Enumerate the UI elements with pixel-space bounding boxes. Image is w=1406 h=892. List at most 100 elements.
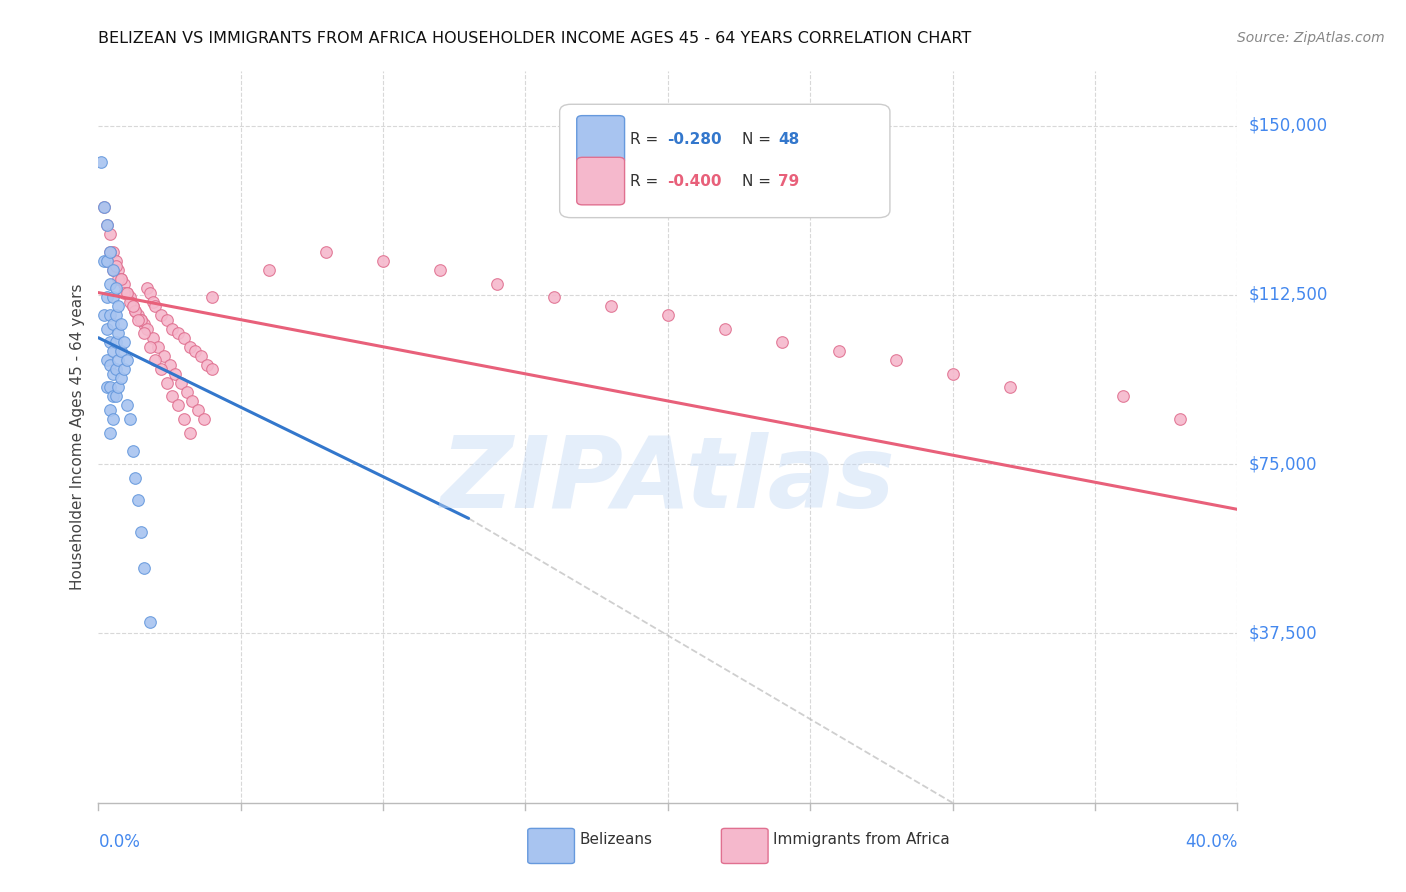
Point [127,312,149,326]
Point [135,281,157,295]
Point [129,312,152,326]
Point [195,358,218,372]
Point [193,412,215,426]
Point [942,367,965,381]
Point [118,294,141,309]
Point [110,371,132,385]
Text: 48: 48 [779,132,800,147]
Point [93,200,115,214]
Text: R =: R = [630,174,664,188]
Point [373,254,395,268]
Point [156,376,179,390]
Point [138,340,160,354]
Point [96,254,118,268]
Point [101,290,124,304]
FancyBboxPatch shape [576,116,624,163]
Text: $75,000: $75,000 [1249,455,1317,473]
Point [118,290,141,304]
Point [104,281,127,295]
Point [101,317,124,331]
Text: N =: N = [742,132,776,147]
Point [93,254,115,268]
Y-axis label: Householder Income Ages 45 - 64 years: Householder Income Ages 45 - 64 years [69,284,84,591]
Point [98,244,121,259]
Point [201,362,224,376]
Point [187,403,209,417]
Point [770,335,793,350]
Point [101,389,124,403]
Point [112,285,135,300]
Point [101,263,124,277]
Text: BELIZEAN VS IMMIGRANTS FROM AFRICA HOUSEHOLDER INCOME AGES 45 - 64 YEARS CORRELA: BELIZEAN VS IMMIGRANTS FROM AFRICA HOUSE… [98,31,972,46]
Point [543,290,565,304]
Point [259,263,281,277]
Point [138,285,160,300]
Point [127,308,149,322]
Point [110,272,132,286]
Point [107,353,129,368]
Point [150,362,173,376]
Point [96,254,118,268]
Point [429,263,451,277]
Point [153,349,176,363]
FancyBboxPatch shape [721,829,768,863]
Point [173,412,195,426]
Point [121,299,143,313]
FancyBboxPatch shape [560,104,890,218]
Point [115,285,138,300]
Text: Source: ZipAtlas.com: Source: ZipAtlas.com [1237,31,1385,45]
Point [167,399,190,413]
Point [101,344,124,359]
Point [110,317,132,331]
Point [124,303,146,318]
Point [135,322,157,336]
Point [96,218,118,232]
Point [115,285,138,300]
Point [96,353,118,368]
Point [112,335,135,350]
Point [93,308,115,322]
Point [98,335,121,350]
Point [110,344,132,359]
Point [96,380,118,394]
FancyBboxPatch shape [576,157,624,205]
Point [90,154,112,169]
Point [107,380,129,394]
FancyBboxPatch shape [527,829,575,863]
Point [162,322,184,336]
Point [315,244,337,259]
Point [1170,412,1192,426]
Point [165,367,187,381]
Text: Immigrants from Africa: Immigrants from Africa [773,832,949,847]
Text: $112,500: $112,500 [1249,285,1327,304]
Point [657,308,679,322]
Point [101,244,124,259]
Point [112,362,135,376]
Point [141,331,163,345]
Text: $37,500: $37,500 [1249,624,1317,642]
Point [107,299,129,313]
Point [181,394,204,409]
Point [145,353,167,368]
Point [121,443,143,458]
Point [173,331,195,345]
Point [167,326,190,341]
Point [156,312,179,326]
Point [110,272,132,286]
Point [98,380,121,394]
Text: 0.0%: 0.0% [98,833,141,851]
Point [132,326,155,341]
Point [101,263,124,277]
Point [124,471,146,485]
Point [107,326,129,341]
Text: $150,000: $150,000 [1249,117,1327,135]
Point [93,200,115,214]
Point [124,303,146,318]
Point [170,376,193,390]
Point [176,384,198,399]
Point [104,254,127,268]
Point [138,615,160,630]
Point [1112,389,1135,403]
Point [486,277,509,291]
Point [98,403,121,417]
